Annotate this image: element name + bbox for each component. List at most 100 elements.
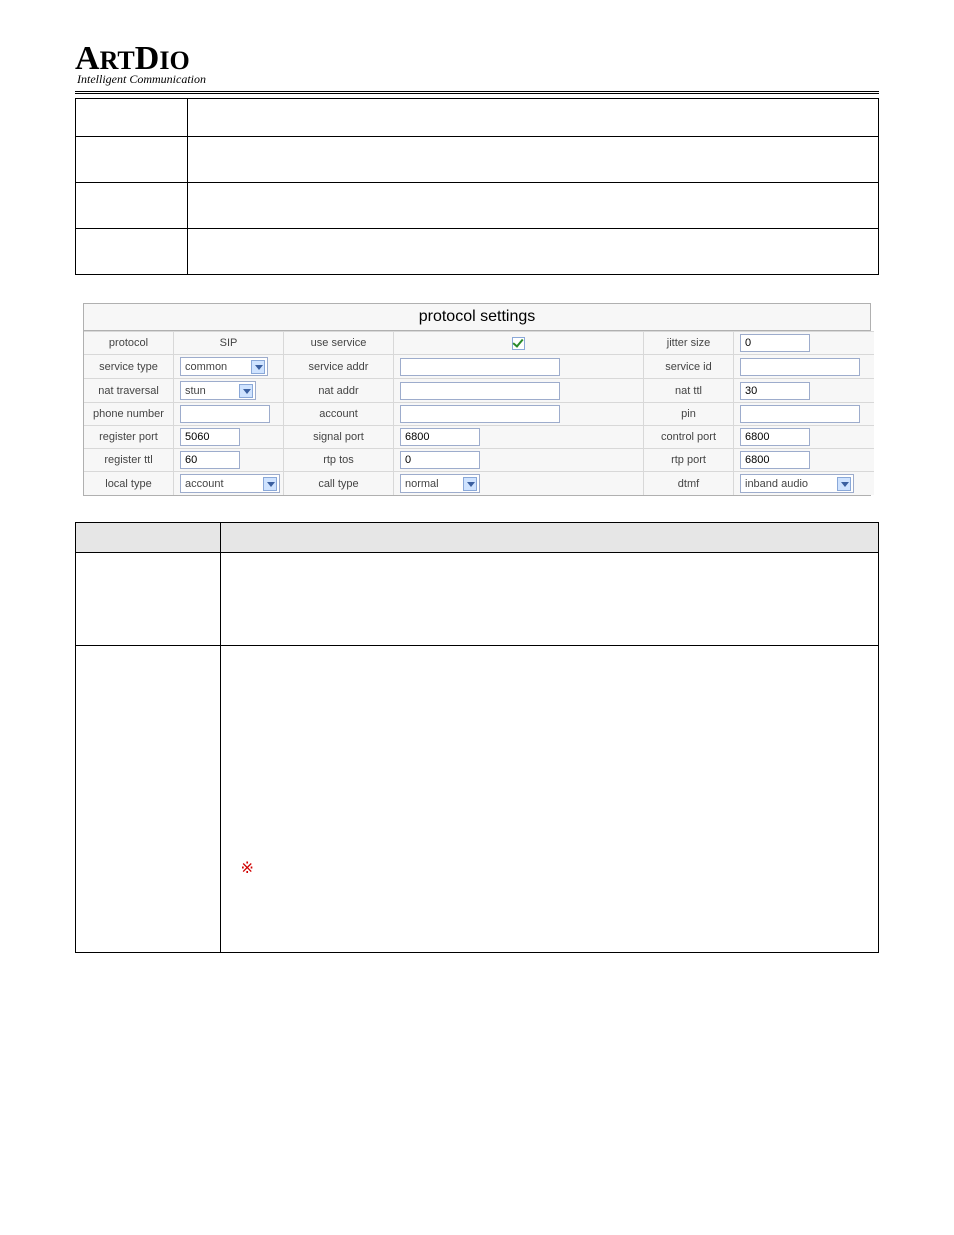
nat-traversal-cell: stun: [174, 378, 284, 402]
t1-r4c2: [188, 229, 879, 275]
register-ttl-input[interactable]: [180, 451, 240, 469]
use-service-cell: [394, 331, 644, 354]
rtp-port-input[interactable]: [740, 451, 810, 469]
protocol-text: SIP: [220, 337, 238, 349]
label-pin: pin: [644, 402, 734, 425]
nat-ttl-input[interactable]: [740, 382, 810, 400]
nat-addr-input[interactable]: [400, 382, 560, 400]
control-port-cell: [734, 425, 874, 448]
bullet-item: [259, 613, 868, 629]
label-register-ttl: register ttl: [84, 448, 174, 471]
account-cell: [394, 402, 644, 425]
chevron-down-icon: [463, 477, 477, 491]
register-ttl-cell: [174, 448, 284, 471]
panel-title: protocol settings: [84, 304, 870, 331]
bullet-list-2: [259, 662, 868, 824]
t1-r2c2: [188, 137, 879, 183]
label-dtmf: dtmf: [644, 471, 734, 495]
label-account: account: [284, 402, 394, 425]
jitter-size-cell: [734, 331, 874, 354]
signal-port-input[interactable]: [400, 428, 480, 446]
bullet-item: [259, 569, 868, 585]
bullet-list-3: [259, 906, 868, 922]
description-table: ※: [75, 522, 879, 953]
bullet-item: [259, 906, 868, 922]
rtp-tos-cell: [394, 448, 644, 471]
jitter-size-input[interactable]: [740, 334, 810, 352]
nat-traversal-select[interactable]: stun: [180, 381, 256, 400]
label-local-type: local type: [84, 471, 174, 495]
label-use-service: use service: [284, 331, 394, 354]
label-jitter-size: jitter size: [644, 331, 734, 354]
brand-logo: ARTDIO Intelligent Communication: [75, 40, 879, 87]
brand-tagline: Intelligent Communication: [77, 72, 879, 87]
square-item: [283, 758, 868, 774]
t1-r2c1: [76, 137, 188, 183]
rtp-tos-input[interactable]: [400, 451, 480, 469]
top-empty-table: [75, 98, 879, 275]
bullet-item: [259, 591, 868, 607]
protocol-cell: SIP: [174, 331, 284, 354]
pin-cell: [734, 402, 874, 425]
dtmf-select[interactable]: inband audio: [740, 474, 854, 493]
label-register-port: register port: [84, 425, 174, 448]
header-double-rule: [75, 91, 879, 94]
service-type-cell: common: [174, 354, 284, 378]
local-type-cell: account: [174, 471, 284, 495]
control-port-input[interactable]: [740, 428, 810, 446]
t2-r1c2: [220, 553, 878, 646]
pin-input[interactable]: [740, 405, 860, 423]
local-type-select[interactable]: account: [180, 474, 280, 493]
register-port-input[interactable]: [180, 428, 240, 446]
bullet-list-1: [259, 569, 868, 629]
label-nat-addr: nat addr: [284, 378, 394, 402]
dtmf-cell: inband audio: [734, 471, 874, 495]
label-nat-ttl: nat ttl: [644, 378, 734, 402]
service-addr-input[interactable]: [400, 358, 560, 376]
t1-r1c1: [76, 99, 188, 137]
label-service-type: service type: [84, 354, 174, 378]
protocol-settings-panel: protocol settings protocol SIP use service…: [83, 303, 871, 496]
t2-r2c1: [76, 646, 221, 953]
chevron-down-icon: [251, 360, 265, 374]
label-protocol: protocol: [84, 331, 174, 354]
chevron-down-icon: [263, 477, 277, 491]
t1-r3c1: [76, 183, 188, 229]
t2-head-c2: [220, 523, 878, 553]
square-list: [283, 708, 868, 824]
square-item: [283, 708, 868, 724]
phone-number-input[interactable]: [180, 405, 270, 423]
t2-r1c1: [76, 553, 221, 646]
t1-r4c1: [76, 229, 188, 275]
label-rtp-port: rtp port: [644, 448, 734, 471]
t2-head-c1: [76, 523, 221, 553]
label-control-port: control port: [644, 425, 734, 448]
chevron-down-icon: [837, 477, 851, 491]
t1-r1c2: [188, 99, 879, 137]
panel-grid: protocolSIPuse servicejitter sizeservice…: [84, 331, 870, 495]
account-input[interactable]: [400, 405, 560, 423]
use-service-checkbox[interactable]: [512, 337, 525, 350]
rtp-port-cell: [734, 448, 874, 471]
service-id-cell: [734, 354, 874, 378]
service-id-input[interactable]: [740, 358, 860, 376]
label-rtp-tos: rtp tos: [284, 448, 394, 471]
call-type-cell: normal: [394, 471, 644, 495]
nat-addr-cell: [394, 378, 644, 402]
call-type-select[interactable]: normal: [400, 474, 480, 493]
register-port-cell: [174, 425, 284, 448]
service-addr-cell: [394, 354, 644, 378]
t1-r3c2: [188, 183, 879, 229]
label-nat-traversal: nat traversal: [84, 378, 174, 402]
label-service-addr: service addr: [284, 354, 394, 378]
bullet-item: [259, 662, 868, 678]
label-phone-number: phone number: [84, 402, 174, 425]
label-service-id: service id: [644, 354, 734, 378]
service-type-select[interactable]: common: [180, 357, 268, 376]
phone-number-cell: [174, 402, 284, 425]
label-call-type: call type: [284, 471, 394, 495]
label-signal-port: signal port: [284, 425, 394, 448]
nat-ttl-cell: [734, 378, 874, 402]
t2-r2c2: ※: [220, 646, 878, 953]
reference-mark-icon: ※: [241, 858, 868, 878]
